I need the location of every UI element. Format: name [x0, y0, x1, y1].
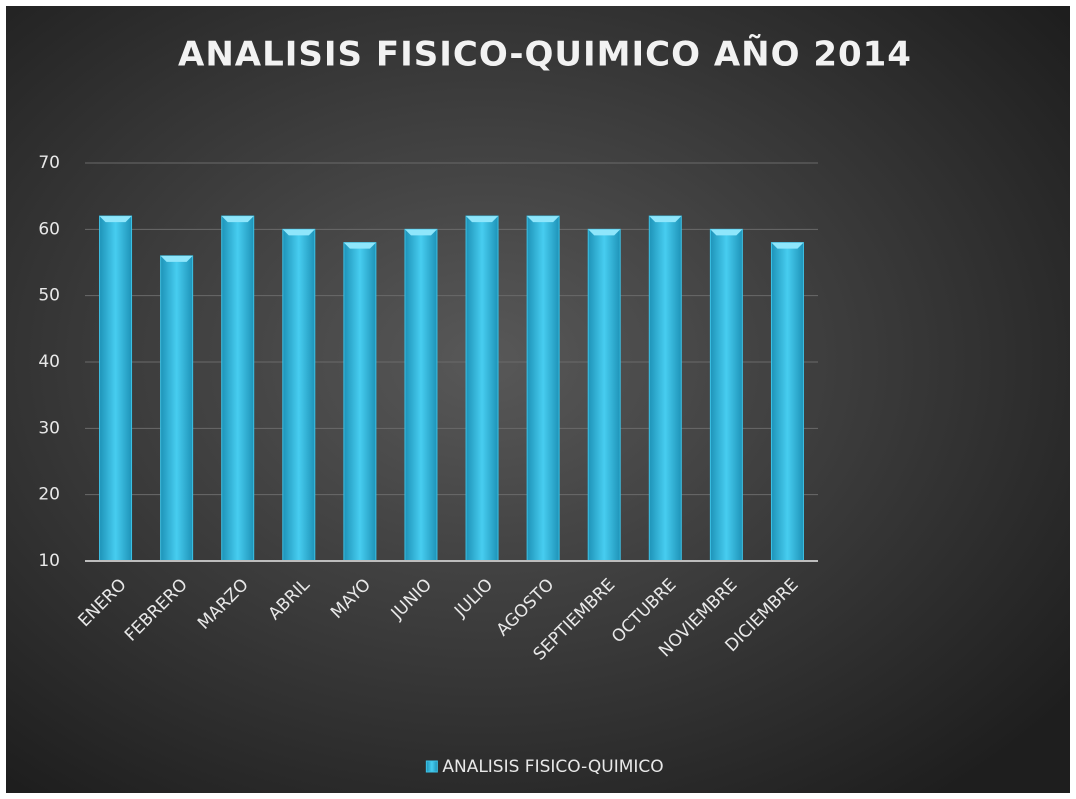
bar — [465, 215, 499, 562]
bar — [770, 242, 804, 562]
y-tick-label: 10 — [38, 551, 60, 571]
bar — [160, 255, 194, 562]
y-tick-label: 70 — [38, 153, 60, 173]
bar — [282, 228, 316, 562]
bar-bevel — [99, 216, 132, 223]
y-tick-label: 50 — [38, 286, 60, 306]
bar-bevel — [160, 255, 193, 262]
bar-bevel — [404, 229, 437, 236]
bar — [404, 228, 438, 562]
bar — [343, 242, 377, 562]
bar — [221, 215, 255, 562]
y-tick-label: 30 — [38, 418, 60, 438]
bar-bevel — [771, 242, 804, 249]
bar — [99, 215, 133, 562]
bar-bevel — [649, 216, 682, 223]
legend-marker — [425, 760, 438, 773]
bar-bevel — [527, 216, 560, 223]
bar-bevel — [588, 229, 621, 236]
bar — [587, 228, 621, 562]
bar — [709, 228, 743, 562]
chart-title: ANALISIS FISICO-QUIMICO AÑO 2014 — [178, 34, 912, 75]
bar-bevel — [282, 229, 315, 236]
bar-bevel — [710, 229, 743, 236]
y-tick-label: 40 — [38, 352, 60, 372]
bar-bevel — [466, 216, 499, 223]
legend-label: ANALISIS FISICO-QUIMICO — [442, 757, 663, 777]
y-tick-label: 20 — [38, 485, 60, 505]
bar-bevel — [221, 216, 254, 223]
y-tick-label: 60 — [38, 219, 60, 239]
bar — [648, 215, 682, 562]
bar-bevel — [343, 242, 376, 249]
bar — [526, 215, 560, 562]
